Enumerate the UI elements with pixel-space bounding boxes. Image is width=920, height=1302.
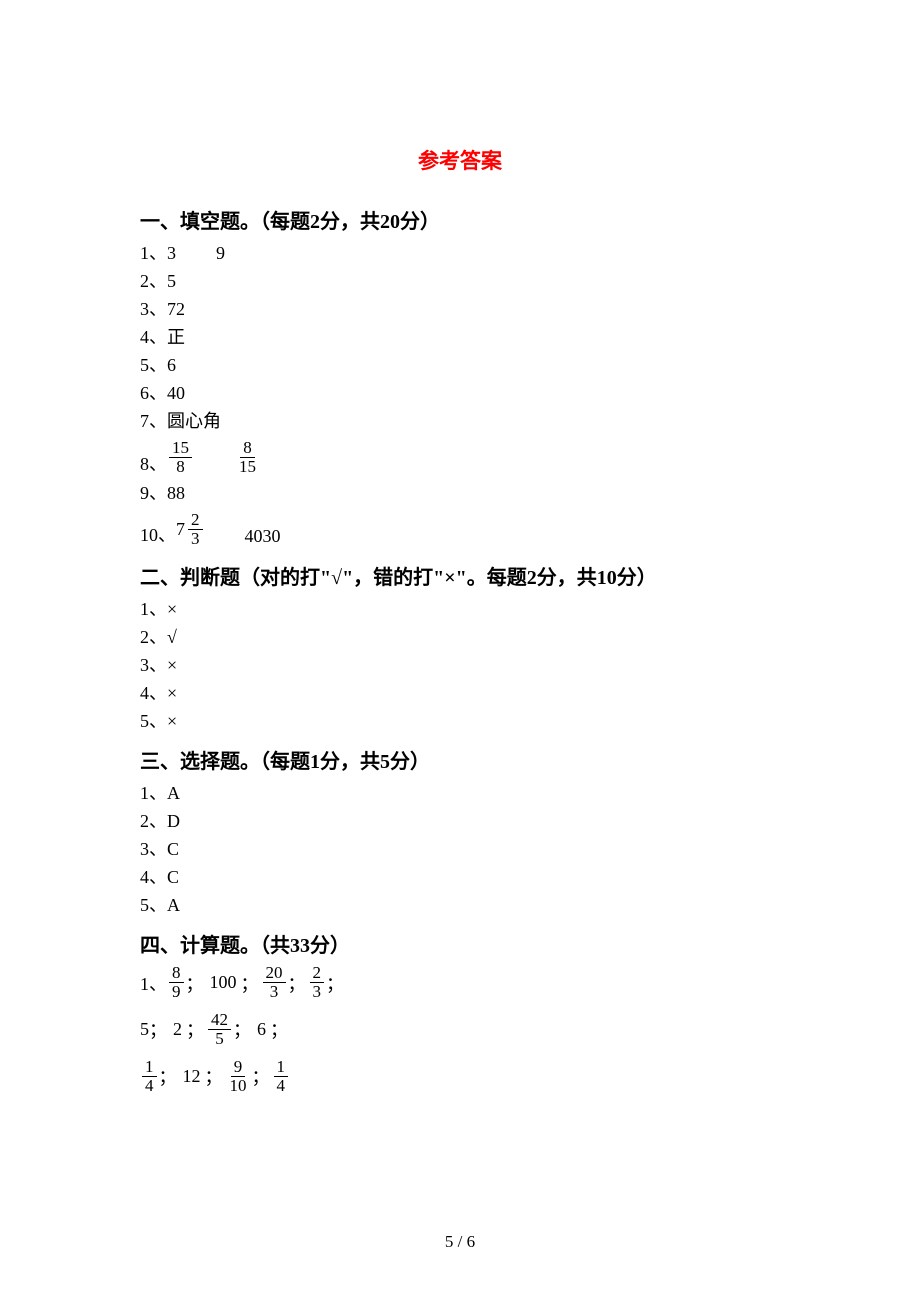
frac-bot: 5 [212, 1030, 227, 1048]
s4-l3-f3: 9 10 [227, 1058, 250, 1095]
s1-a3: 3、72 [140, 296, 780, 323]
frac-bot: 4 [274, 1077, 289, 1095]
s4-l2-v1: 5 [140, 1019, 149, 1040]
semi: ； [326, 970, 344, 996]
frac-top: 20 [263, 964, 286, 983]
s1-a5: 5、6 [140, 352, 780, 379]
frac-top: 42 [208, 1011, 231, 1030]
frac-bot: 3 [267, 983, 282, 1001]
frac-top: 2 [310, 964, 325, 983]
frac-bot: 9 [169, 983, 184, 1001]
s4-l1-f1: 8 9 [169, 964, 184, 1001]
frac-top: 9 [231, 1058, 246, 1077]
s4-l1-f3: 20 3 [263, 964, 286, 1001]
s1-a9: 9、88 [140, 480, 780, 507]
s2-a1: 1、× [140, 596, 780, 623]
page-number: 5 / 6 [0, 1232, 920, 1252]
s2-a3: 3、× [140, 652, 780, 679]
semi: ； [288, 970, 306, 996]
s2-a2: 2、√ [140, 624, 780, 651]
frac-top: 1 [274, 1058, 289, 1077]
s1-a7: 7、圆心角 [140, 408, 780, 435]
semi: ； [241, 970, 259, 996]
s4-l3-v2: 12 [183, 1066, 201, 1087]
semi: ； [149, 1016, 167, 1042]
s1-a8-num: 8、 [140, 450, 167, 476]
semi: ； [233, 1016, 251, 1042]
s4-l3-f1: 1 4 [142, 1058, 157, 1095]
s1-a8-frac1: 15 8 [169, 439, 192, 476]
s3-a5: 5、A [140, 892, 780, 919]
section2-header: 二、判断题（对的打"√"，错的打"×"。每题2分，共10分） [140, 561, 780, 590]
frac-bot: 15 [236, 458, 259, 476]
semi: ； [205, 1063, 223, 1089]
s1-a4: 4、正 [140, 324, 780, 351]
frac-top: 8 [240, 439, 255, 458]
semi: ； [186, 970, 204, 996]
s1-a8: 8、 15 8 8 15 [140, 439, 780, 476]
frac-bot: 8 [173, 458, 188, 476]
s2-a5: 5、× [140, 708, 780, 735]
s4-line1: 1、 8 9 ； 100 ； 20 3 ； 2 3 ； [140, 964, 780, 1001]
s1-a10-mixed: 7 2 3 [176, 511, 205, 548]
s1-a1: 1、 3 9 [140, 240, 780, 267]
s4-l2-v4: 6 [257, 1019, 266, 1040]
s3-a3: 3、C [140, 836, 780, 863]
s4-l1-prefix: 1、 [140, 970, 167, 996]
frac-top: 2 [188, 511, 203, 530]
s1-a2: 2、5 [140, 268, 780, 295]
s3-a2: 2、D [140, 808, 780, 835]
s3-a1: 1、A [140, 780, 780, 807]
s1-a1-v2: 9 [216, 240, 225, 267]
section3-header: 三、选择题。（每题1分，共5分） [140, 745, 780, 774]
page-title: 参考答案 [140, 145, 780, 175]
s4-l3-f4: 1 4 [274, 1058, 289, 1095]
s4-l2-v2: 2 [173, 1019, 182, 1040]
s1-a6: 6、40 [140, 380, 780, 407]
frac-top: 1 [142, 1058, 157, 1077]
s1-a1-num: 1、 [140, 240, 167, 267]
frac-bot: 10 [227, 1077, 250, 1095]
s4-l1-v2: 100 [210, 972, 237, 993]
frac-bot: 3 [310, 983, 325, 1001]
s1-a8-frac2: 8 15 [236, 439, 259, 476]
section1-header: 一、填空题。（每题2分，共20分） [140, 205, 780, 234]
s4-line3: 1 4 ； 12 ； 9 10 ； 1 4 [140, 1058, 780, 1095]
s4-l2-f3: 42 5 [208, 1011, 231, 1048]
frac-top: 15 [169, 439, 192, 458]
semi: ； [270, 1016, 288, 1042]
section4-header: 四、计算题。（共33分） [140, 929, 780, 958]
s1-a10: 10、 7 2 3 4030 [140, 511, 780, 548]
s2-a4: 4、× [140, 680, 780, 707]
s1-a10-v2: 4030 [245, 526, 281, 547]
frac-bot: 3 [188, 530, 203, 548]
semi: ； [159, 1063, 177, 1089]
frac-bot: 4 [142, 1077, 157, 1095]
mixed-frac: 2 3 [188, 511, 203, 548]
s4-l1-f4: 2 3 [310, 964, 325, 1001]
s4-line2: 5 ； 2 ； 42 5 ； 6 ； [140, 1011, 780, 1048]
s1-a1-v1: 3 [167, 240, 176, 267]
semi: ； [186, 1016, 204, 1042]
semi: ； [252, 1063, 270, 1089]
s3-a4: 4、C [140, 864, 780, 891]
frac-top: 8 [169, 964, 184, 983]
mixed-whole: 7 [176, 519, 185, 540]
s1-a10-num: 10、 [140, 521, 176, 547]
